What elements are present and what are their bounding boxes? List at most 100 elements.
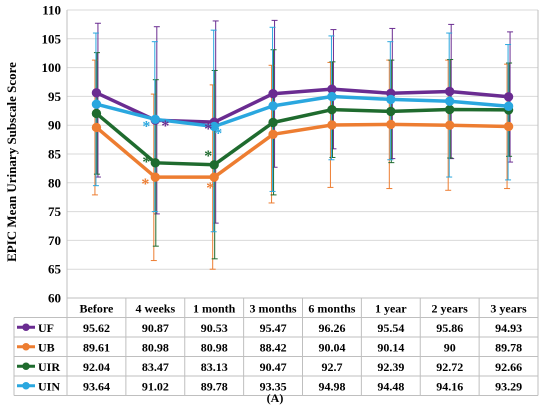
data-point-ub <box>91 122 102 133</box>
figure-caption: (A) <box>267 391 284 405</box>
data-label: 95.62 <box>83 321 110 335</box>
y-tick-label: 100 <box>42 60 62 75</box>
data-point-uir <box>209 160 219 170</box>
series-line-uir <box>95 107 509 167</box>
data-point-uir <box>327 104 337 115</box>
data-point-uin <box>327 91 337 102</box>
series-markers <box>91 84 514 182</box>
data-point-uin <box>268 101 278 111</box>
y-tick-label: 110 <box>42 3 61 18</box>
data-point-uf <box>268 88 278 99</box>
legend-label: UF <box>38 321 54 335</box>
data-point-uin <box>444 96 455 106</box>
significance-asterisk: * <box>141 176 149 193</box>
y-tick-label: 60 <box>48 291 61 306</box>
significance-markers: **** **** <box>141 118 222 197</box>
legend-key-marker <box>22 381 30 390</box>
data-label: 96.26 <box>318 321 345 335</box>
data-point-uir <box>386 106 396 117</box>
legend-label: UB <box>38 340 55 354</box>
data-label: 94.93 <box>495 321 522 335</box>
data-label: 94.48 <box>377 379 404 393</box>
data-point-ub <box>503 121 514 132</box>
data-label: 92.7 <box>321 360 342 374</box>
data-point-uin <box>150 114 161 125</box>
legend-label: UIR <box>38 360 60 374</box>
x-tick-label: 2 years <box>432 301 469 315</box>
data-point-ub <box>209 172 219 182</box>
data-point-ub <box>386 119 396 130</box>
data-point-uin <box>91 99 102 109</box>
data-label: 92.39 <box>377 360 404 374</box>
y-tick-label: 95 <box>48 89 62 104</box>
series-lines <box>95 87 509 179</box>
data-label: 90.87 <box>142 321 169 335</box>
data-point-ub <box>444 120 455 130</box>
error-bars <box>91 19 514 270</box>
data-label: 83.13 <box>201 360 228 374</box>
x-tick-label: 1 month <box>193 301 236 315</box>
data-label: 90.04 <box>318 340 345 354</box>
data-label: 80.98 <box>201 340 228 354</box>
data-label: 80.98 <box>142 340 169 354</box>
data-point-uir <box>91 108 102 119</box>
data-label: 88.42 <box>260 340 287 354</box>
x-tick-label: Before <box>80 301 114 315</box>
data-label: 95.86 <box>436 321 463 335</box>
data-label: 90.14 <box>377 340 404 354</box>
data-label: 90.53 <box>201 321 228 335</box>
y-axis-ticks: 60 65 70 75 80 85 90 95 100 105 110 <box>42 3 62 306</box>
data-point-uir <box>268 117 278 128</box>
data-label: 90.47 <box>260 360 287 374</box>
data-point-uin <box>386 94 396 105</box>
data-label: 90 <box>444 340 456 354</box>
data-label: 92.66 <box>495 360 522 374</box>
data-point-uf <box>91 88 102 98</box>
legend-key-marker <box>22 362 30 371</box>
significance-asterisk: * <box>204 148 212 165</box>
data-point-uir <box>444 104 455 115</box>
significance-asterisk: * <box>204 121 212 138</box>
data-label: 95.54 <box>377 321 404 335</box>
significance-asterisk: * <box>142 154 150 171</box>
y-tick-label: 70 <box>48 233 61 248</box>
data-label: 89.78 <box>495 340 522 354</box>
data-label: 92.72 <box>436 360 463 374</box>
legend-label: UIN <box>38 379 60 393</box>
data-table: Before 4 weeks 1 month 3 months 6 months 1 ye… <box>13 297 539 396</box>
data-point-ub <box>327 120 337 130</box>
series-line-ub <box>95 122 509 179</box>
data-label: 93.29 <box>495 379 522 393</box>
y-tick-label: 80 <box>48 175 61 190</box>
data-label: 93.35 <box>260 379 287 393</box>
x-tick-label: 6 months <box>308 301 355 315</box>
data-label: 93.64 <box>83 379 110 393</box>
data-point-uir <box>150 158 161 168</box>
series-line-uin <box>96 94 509 129</box>
significance-asterisk: * <box>142 118 150 135</box>
x-tick-label: 1 year <box>375 301 407 315</box>
y-axis-label: EPIC Mean Urinary Subscale Score <box>4 62 19 262</box>
data-point-ub <box>150 172 161 182</box>
x-tick-label: 3 years <box>490 301 527 315</box>
y-tick-label: 75 <box>48 204 62 219</box>
data-label: 91.02 <box>142 379 169 393</box>
significance-asterisk: * <box>214 125 222 142</box>
data-label: 92.04 <box>83 360 110 374</box>
data-label: 94.16 <box>436 379 463 393</box>
significance-asterisk: * <box>161 118 169 135</box>
data-label: 94.98 <box>318 379 345 393</box>
data-point-uf <box>503 92 514 102</box>
y-tick-label: 90 <box>48 118 61 133</box>
data-point-uin <box>503 101 514 111</box>
x-tick-label: 3 months <box>250 301 297 315</box>
data-label: 95.47 <box>260 321 287 335</box>
data-point-ub <box>268 129 278 140</box>
data-point-uf <box>444 86 455 97</box>
significance-asterisk: * <box>206 180 214 197</box>
data-label: 89.61 <box>83 340 110 354</box>
x-tick-label: 4 weeks <box>135 301 175 315</box>
legend-key-marker <box>22 342 30 351</box>
data-label: 89.78 <box>201 379 228 393</box>
